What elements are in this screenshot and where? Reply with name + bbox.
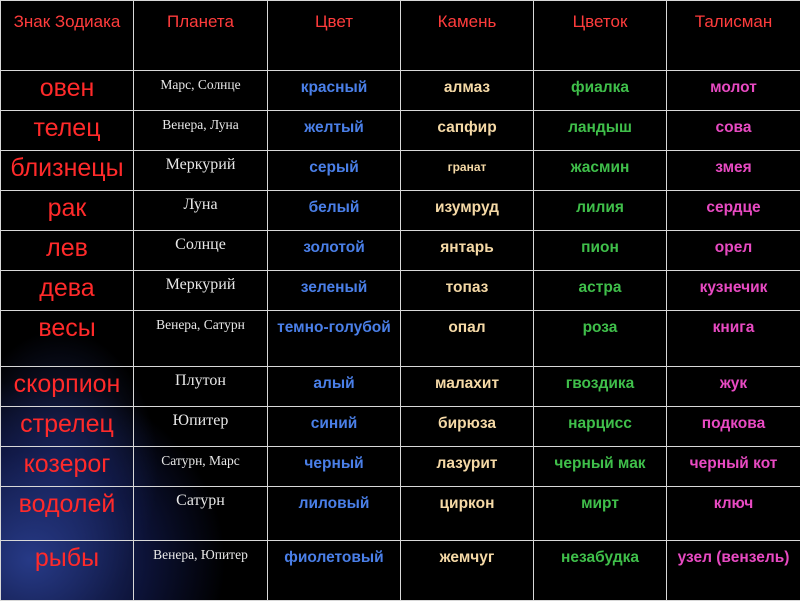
flower-cell: ландыш xyxy=(534,111,667,151)
sign-cell: скорпион xyxy=(1,367,134,407)
stone-cell: малахит xyxy=(401,367,534,407)
table-row: весы Венера, Сатурн темно-голубой опал р… xyxy=(1,311,800,367)
sign-cell: рак xyxy=(1,191,134,231)
table-row: дева Меркурий зеленый топаз астра кузнеч… xyxy=(1,271,800,311)
talisman-cell: жук xyxy=(667,367,800,407)
flower-cell: мирт xyxy=(534,487,667,541)
stone-cell: бирюза xyxy=(401,407,534,447)
planet-cell: Луна xyxy=(134,191,268,231)
flower-cell: гвоздика xyxy=(534,367,667,407)
flower-cell: фиалка xyxy=(534,71,667,111)
table-row: рыбы Венера, Юпитер фиолетовый жемчуг не… xyxy=(1,541,800,601)
planet-cell: Венера, Луна xyxy=(134,111,268,151)
header-planet: Планета xyxy=(134,1,268,71)
color-cell: темно-голубой xyxy=(268,311,401,367)
sign-cell: рыбы xyxy=(1,541,134,601)
stone-cell: лазурит xyxy=(401,447,534,487)
talisman-cell: черный кот xyxy=(667,447,800,487)
header-talisman: Талисман xyxy=(667,1,800,71)
talisman-cell: кузнечик xyxy=(667,271,800,311)
planet-cell: Юпитер xyxy=(134,407,268,447)
table-row: лев Солнце золотой янтарь пион орел xyxy=(1,231,800,271)
sign-cell: весы xyxy=(1,311,134,367)
talisman-cell: сова xyxy=(667,111,800,151)
talisman-cell: книга xyxy=(667,311,800,367)
sign-cell: стрелец xyxy=(1,407,134,447)
color-cell: черный xyxy=(268,447,401,487)
table-row: козерог Сатурн, Марс черный лазурит черн… xyxy=(1,447,800,487)
table-row: водолей Сатурн лиловый циркон мирт ключ xyxy=(1,487,800,541)
flower-cell: роза xyxy=(534,311,667,367)
talisman-cell: узел (вензель) xyxy=(667,541,800,601)
stone-cell: изумруд xyxy=(401,191,534,231)
sign-cell: козерог xyxy=(1,447,134,487)
stone-cell: алмаз xyxy=(401,71,534,111)
stone-cell: гранат xyxy=(401,151,534,191)
color-cell: серый xyxy=(268,151,401,191)
color-cell: красный xyxy=(268,71,401,111)
planet-cell: Венера, Сатурн xyxy=(134,311,268,367)
sign-cell: телец xyxy=(1,111,134,151)
stone-cell: сапфир xyxy=(401,111,534,151)
stone-cell: жемчуг xyxy=(401,541,534,601)
color-cell: желтый xyxy=(268,111,401,151)
color-cell: синий xyxy=(268,407,401,447)
stone-cell: опал xyxy=(401,311,534,367)
flower-cell: пион xyxy=(534,231,667,271)
header-sign: Знак Зодиака xyxy=(1,1,134,71)
stone-cell: янтарь xyxy=(401,231,534,271)
table-row: рак Луна белый изумруд лилия сердце xyxy=(1,191,800,231)
talisman-cell: молот xyxy=(667,71,800,111)
planet-cell: Сатурн xyxy=(134,487,268,541)
planet-cell: Меркурий xyxy=(134,151,268,191)
header-stone: Камень xyxy=(401,1,534,71)
color-cell: золотой xyxy=(268,231,401,271)
planet-cell: Сатурн, Марс xyxy=(134,447,268,487)
stone-cell: циркон xyxy=(401,487,534,541)
table-row: скорпион Плутон алый малахит гвоздика жу… xyxy=(1,367,800,407)
table-row: телец Венера, Луна желтый сапфир ландыш … xyxy=(1,111,800,151)
color-cell: алый xyxy=(268,367,401,407)
color-cell: зеленый xyxy=(268,271,401,311)
stone-cell: топаз xyxy=(401,271,534,311)
flower-cell: незабудка xyxy=(534,541,667,601)
color-cell: белый xyxy=(268,191,401,231)
table-row: стрелец Юпитер синий бирюза нарцисс подк… xyxy=(1,407,800,447)
planet-cell: Марс, Солнце xyxy=(134,71,268,111)
sign-cell: дева xyxy=(1,271,134,311)
talisman-cell: сердце xyxy=(667,191,800,231)
header-flower: Цветок xyxy=(534,1,667,71)
planet-cell: Меркурий xyxy=(134,271,268,311)
sign-cell: лев xyxy=(1,231,134,271)
color-cell: лиловый xyxy=(268,487,401,541)
sign-cell: овен xyxy=(1,71,134,111)
talisman-cell: ключ xyxy=(667,487,800,541)
table-row: овен Марс, Солнце красный алмаз фиалка м… xyxy=(1,71,800,111)
color-cell: фиолетовый xyxy=(268,541,401,601)
table-row: близнецы Меркурий серый гранат жасмин зм… xyxy=(1,151,800,191)
talisman-cell: орел xyxy=(667,231,800,271)
flower-cell: жасмин xyxy=(534,151,667,191)
planet-cell: Солнце xyxy=(134,231,268,271)
flower-cell: черный мак xyxy=(534,447,667,487)
talisman-cell: подкова xyxy=(667,407,800,447)
talisman-cell: змея xyxy=(667,151,800,191)
flower-cell: нарцисс xyxy=(534,407,667,447)
planet-cell: Венера, Юпитер xyxy=(134,541,268,601)
flower-cell: лилия xyxy=(534,191,667,231)
header-row: Знак Зодиака Планета Цвет Камень Цветок … xyxy=(1,1,800,71)
flower-cell: астра xyxy=(534,271,667,311)
header-color: Цвет xyxy=(268,1,401,71)
planet-cell: Плутон xyxy=(134,367,268,407)
sign-cell: водолей xyxy=(1,487,134,541)
sign-cell: близнецы xyxy=(1,151,134,191)
